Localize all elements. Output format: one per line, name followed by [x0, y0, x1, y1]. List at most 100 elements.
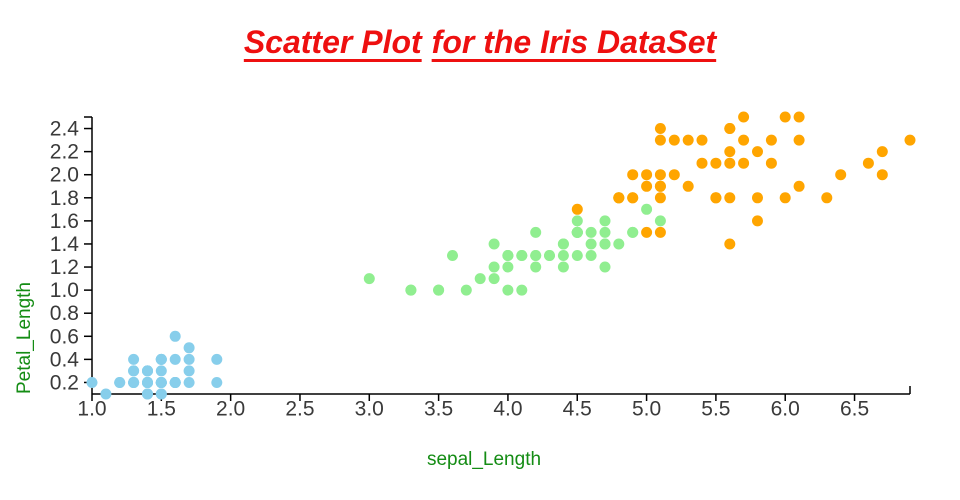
chart-title: Scatter Plot for the Iris DataSet — [0, 24, 960, 61]
y-tick-label: 2.4 — [50, 118, 80, 141]
data-point-virginica — [793, 180, 805, 192]
data-point-versicolor — [599, 238, 611, 250]
x-tick-label: 6.5 — [840, 397, 869, 420]
data-point-virginica — [765, 134, 777, 146]
data-point-setosa — [183, 353, 195, 365]
data-point-setosa — [155, 377, 167, 388]
data-point-virginica — [654, 226, 666, 238]
y-axis-label: Petal_Length — [14, 282, 35, 394]
data-point-versicolor — [599, 226, 611, 238]
data-point-setosa — [211, 353, 223, 365]
data-point-virginica — [724, 123, 736, 134]
data-point-virginica — [668, 169, 680, 181]
y-tick-label: 1.6 — [50, 210, 79, 233]
data-point-setosa — [169, 377, 181, 388]
y-tick-label: 1.4 — [50, 233, 80, 256]
data-point-virginica — [904, 134, 916, 146]
data-point-versicolor — [516, 284, 528, 296]
data-point-virginica — [641, 169, 653, 181]
data-point-virginica — [779, 111, 791, 123]
chart-title-part2: for the Iris DataSet — [431, 24, 717, 60]
data-point-versicolor — [363, 273, 375, 285]
x-tick-label: 3.5 — [424, 397, 453, 420]
data-point-virginica — [738, 134, 750, 146]
x-tick-label: 4.0 — [493, 397, 522, 420]
data-point-setosa — [155, 365, 167, 377]
x-tick-label: 4.5 — [563, 397, 592, 420]
data-point-virginica — [654, 123, 666, 134]
data-point-virginica — [696, 134, 708, 146]
data-point-versicolor — [488, 238, 500, 250]
data-point-versicolor — [641, 203, 653, 215]
data-point-versicolor — [585, 250, 597, 261]
data-point-versicolor — [585, 226, 597, 238]
data-point-virginica — [682, 180, 694, 192]
x-tick-label: 1.5 — [147, 397, 176, 420]
data-point-versicolor — [502, 284, 514, 296]
x-tick-label: 5.5 — [701, 397, 730, 420]
data-point-versicolor — [557, 238, 569, 250]
x-tick-label: 2.0 — [216, 397, 245, 420]
data-point-virginica — [765, 157, 777, 169]
data-point-setosa — [183, 342, 195, 354]
data-point-virginica — [654, 192, 666, 204]
x-tick-label: 1.0 — [77, 397, 106, 420]
data-point-virginica — [752, 192, 763, 204]
data-point-virginica — [668, 134, 680, 146]
data-point-versicolor — [557, 250, 569, 261]
y-tick-label: 0.6 — [50, 325, 79, 348]
data-point-virginica — [793, 111, 805, 123]
data-point-virginica — [738, 111, 750, 123]
data-point-virginica — [821, 192, 833, 204]
y-tick-label: 0.8 — [50, 302, 79, 325]
data-point-versicolor — [488, 261, 500, 273]
data-point-setosa — [142, 388, 153, 400]
data-point-versicolor — [405, 284, 417, 296]
data-point-virginica — [779, 192, 791, 204]
y-tick-label: 1.0 — [50, 279, 79, 302]
data-point-versicolor — [571, 250, 583, 261]
data-point-virginica — [710, 192, 722, 204]
data-point-setosa — [169, 353, 181, 365]
data-point-setosa — [142, 365, 153, 377]
y-tick-label: 2.2 — [50, 141, 79, 164]
data-point-virginica — [654, 169, 666, 181]
data-point-setosa — [114, 377, 126, 388]
data-point-virginica — [724, 157, 736, 169]
data-point-virginica — [682, 134, 694, 146]
y-tick-label: 0.4 — [50, 348, 80, 371]
data-point-virginica — [710, 157, 722, 169]
data-point-virginica — [724, 192, 736, 204]
data-point-virginica — [613, 192, 625, 204]
data-point-setosa — [155, 388, 167, 400]
data-point-versicolor — [654, 215, 666, 227]
y-tick-label: 0.2 — [50, 371, 79, 394]
data-point-virginica — [696, 157, 708, 169]
data-point-versicolor — [516, 250, 528, 261]
data-point-virginica — [738, 157, 750, 169]
data-point-versicolor — [460, 284, 472, 296]
data-point-versicolor — [530, 261, 542, 273]
data-point-virginica — [835, 169, 847, 181]
data-point-virginica — [641, 226, 653, 238]
data-point-setosa — [183, 377, 195, 388]
data-point-virginica — [571, 203, 583, 215]
data-point-virginica — [862, 157, 874, 169]
data-point-versicolor — [447, 250, 458, 261]
data-point-versicolor — [502, 250, 514, 261]
data-point-setosa — [128, 353, 140, 365]
data-point-versicolor — [571, 215, 583, 227]
data-point-versicolor — [571, 226, 583, 238]
data-point-virginica — [876, 146, 888, 158]
data-point-versicolor — [627, 226, 639, 238]
data-point-virginica — [752, 215, 763, 227]
x-tick-label: 6.0 — [771, 397, 800, 420]
y-tick-label: 1.8 — [50, 187, 79, 210]
data-point-setosa — [155, 353, 167, 365]
data-point-versicolor — [530, 250, 542, 261]
data-point-virginica — [724, 238, 736, 250]
data-point-versicolor — [599, 261, 611, 273]
data-point-setosa — [169, 330, 181, 342]
data-point-versicolor — [544, 250, 555, 261]
